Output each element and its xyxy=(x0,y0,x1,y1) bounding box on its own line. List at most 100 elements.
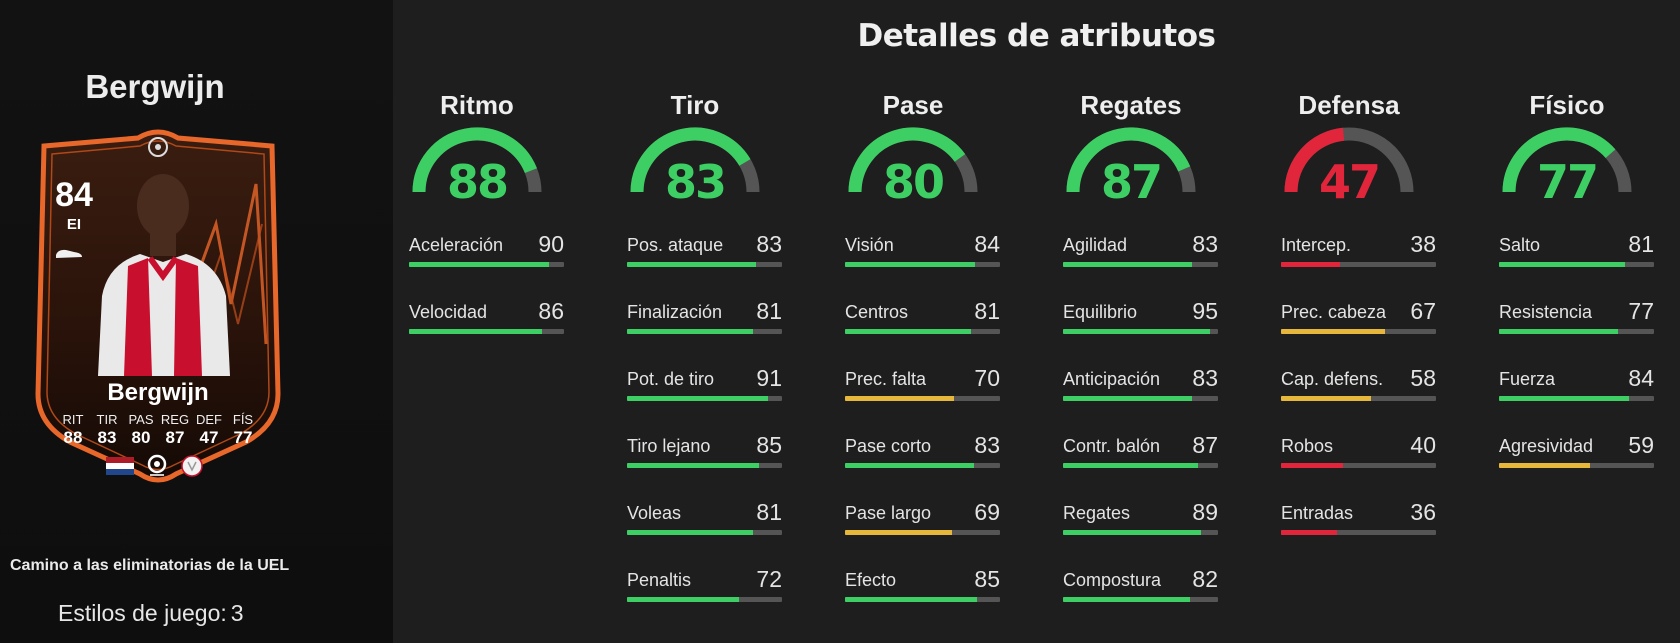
gauge-fill xyxy=(412,127,537,193)
attribute-column: Ritmo 88 Aceleración 90 Velocidad 86 xyxy=(392,0,564,643)
attribute-bar xyxy=(845,262,1000,267)
attribute-bar xyxy=(1499,463,1654,468)
attribute-row[interactable]: Visión 84 xyxy=(845,231,1000,275)
attribute-label: Visión xyxy=(845,235,894,255)
attribute-label: Pase corto xyxy=(845,436,932,456)
gauge-fill xyxy=(1066,127,1191,193)
category-rating: 80 xyxy=(882,155,945,209)
category-rating: 47 xyxy=(1318,155,1381,209)
attribute-label: Cap. defens. xyxy=(1281,369,1384,389)
rating-gauge xyxy=(1502,127,1632,193)
attribute-bar xyxy=(1063,530,1218,535)
attribute-bar xyxy=(627,396,782,401)
attribute-bar xyxy=(1063,396,1218,401)
attribute-row[interactable]: Agresividad 59 xyxy=(1499,432,1654,476)
ajax-crest-icon xyxy=(181,455,203,477)
attribute-value: 84 xyxy=(974,231,1000,257)
attribute-bar-fill xyxy=(845,530,952,535)
attribute-bar-fill xyxy=(627,329,753,334)
category-rating: 87 xyxy=(1100,155,1163,209)
netherlands-flag-icon xyxy=(106,457,134,475)
attribute-row[interactable]: Velocidad 86 xyxy=(409,298,564,342)
attribute-value: 85 xyxy=(756,432,782,458)
attribute-label: Pos. ataque xyxy=(627,235,724,255)
attribute-row[interactable]: Fuerza 84 xyxy=(1499,365,1654,409)
attribute-row[interactable]: Compostura 82 xyxy=(1063,566,1218,610)
europa-league-icon xyxy=(148,137,168,157)
attribute-row[interactable]: Finalización 81 xyxy=(627,298,782,342)
attribute-row[interactable]: Pase corto 83 xyxy=(845,432,1000,476)
attribute-row[interactable]: Intercep. 38 xyxy=(1281,231,1436,275)
attribute-row[interactable]: Agilidad 83 xyxy=(1063,231,1218,275)
card-stat-label: PAS xyxy=(128,412,154,427)
attribute-label: Prec. falta xyxy=(845,369,927,389)
attribute-row[interactable]: Pos. ataque 83 xyxy=(627,231,782,275)
attribute-row[interactable]: Pase largo 69 xyxy=(845,499,1000,543)
attribute-row[interactable]: Voleas 81 xyxy=(627,499,782,543)
attribute-bar xyxy=(845,597,1000,602)
attribute-bar-fill xyxy=(845,396,954,401)
category-title: Físico xyxy=(1529,90,1605,120)
attribute-value: 83 xyxy=(1192,365,1218,391)
attribute-bar xyxy=(409,262,564,267)
category-rating: 88 xyxy=(446,155,509,209)
eredivisie-icon xyxy=(147,454,167,476)
attribute-row[interactable]: Prec. cabeza 67 xyxy=(1281,298,1436,342)
attribute-bar xyxy=(627,329,782,334)
attribute-bar xyxy=(627,463,782,468)
attribute-column: Físico 77 Salto 81 Resistencia 77 Fuerza 84 Agre… xyxy=(1482,0,1654,643)
category-rating: 77 xyxy=(1536,155,1599,209)
attribute-label: Pase largo xyxy=(845,503,932,523)
card-stat-label: TIR xyxy=(96,412,118,427)
attribute-row[interactable]: Entradas 36 xyxy=(1281,499,1436,543)
attribute-bar xyxy=(627,597,782,602)
attribute-bar xyxy=(1281,396,1436,401)
attribute-row[interactable]: Resistencia 77 xyxy=(1499,298,1654,342)
gauge-fill xyxy=(1284,127,1345,193)
card-stat-value: 80 xyxy=(131,428,151,447)
attribute-bar xyxy=(845,463,1000,468)
attribute-bar-fill xyxy=(1063,530,1201,535)
card-stat-value: 83 xyxy=(97,428,117,447)
attribute-row[interactable]: Contr. balón 87 xyxy=(1063,432,1218,476)
attribute-label: Tiro lejano xyxy=(627,436,711,456)
attribute-value: 59 xyxy=(1628,432,1654,458)
playstyles-count[interactable]: Estilos de juego: 3 xyxy=(58,600,244,627)
attribute-bar-fill xyxy=(1063,396,1192,401)
rating-gauge xyxy=(630,127,760,193)
card-stat: RIT 88 xyxy=(56,412,90,448)
attribute-bar-fill xyxy=(1499,329,1619,334)
attribute-row[interactable]: Equilibrio 95 xyxy=(1063,298,1218,342)
attribute-label: Equilibrio xyxy=(1063,302,1138,322)
attribute-bar xyxy=(845,329,1000,334)
attribute-bar-fill xyxy=(1063,597,1191,602)
attribute-bar xyxy=(845,396,1000,401)
playstyles-label: Estilos de juego: xyxy=(58,600,227,626)
attribute-bar xyxy=(1063,329,1218,334)
attribute-row[interactable]: Penaltis 72 xyxy=(627,566,782,610)
attribute-row[interactable]: Efecto 85 xyxy=(845,566,1000,610)
attribute-row[interactable]: Regates 89 xyxy=(1063,499,1218,543)
attribute-row[interactable]: Salto 81 xyxy=(1499,231,1654,275)
attribute-row[interactable]: Pot. de tiro 91 xyxy=(627,365,782,409)
attribute-bar-fill xyxy=(627,530,753,535)
attribute-row[interactable]: Prec. falta 70 xyxy=(845,365,1000,409)
attribute-bar-fill xyxy=(845,262,976,267)
attribute-bar-fill xyxy=(409,262,549,267)
attribute-row[interactable]: Tiro lejano 85 xyxy=(627,432,782,476)
attribute-row[interactable]: Centros 81 xyxy=(845,298,1000,342)
attribute-label: Fuerza xyxy=(1499,369,1556,389)
card-stat-value: 47 xyxy=(199,428,219,447)
attribute-row[interactable]: Robos 40 xyxy=(1281,432,1436,476)
card-stat-label: RIT xyxy=(62,412,84,427)
attribute-row[interactable]: Anticipación 83 xyxy=(1063,365,1218,409)
attribute-label: Aceleración xyxy=(409,235,504,255)
attribute-row[interactable]: Cap. defens. 58 xyxy=(1281,365,1436,409)
attribute-label: Centros xyxy=(845,302,909,322)
attribute-row[interactable]: Aceleración 90 xyxy=(409,231,564,275)
player-card[interactable]: 84 EI Bergwijn RIT 88 TIR 83 PAS 80 REG … xyxy=(26,124,290,496)
card-stat: TIR 83 xyxy=(90,412,124,448)
attribute-bar xyxy=(1281,530,1436,535)
attribute-bar-fill xyxy=(1499,262,1625,267)
attribute-value: 38 xyxy=(1410,231,1436,257)
